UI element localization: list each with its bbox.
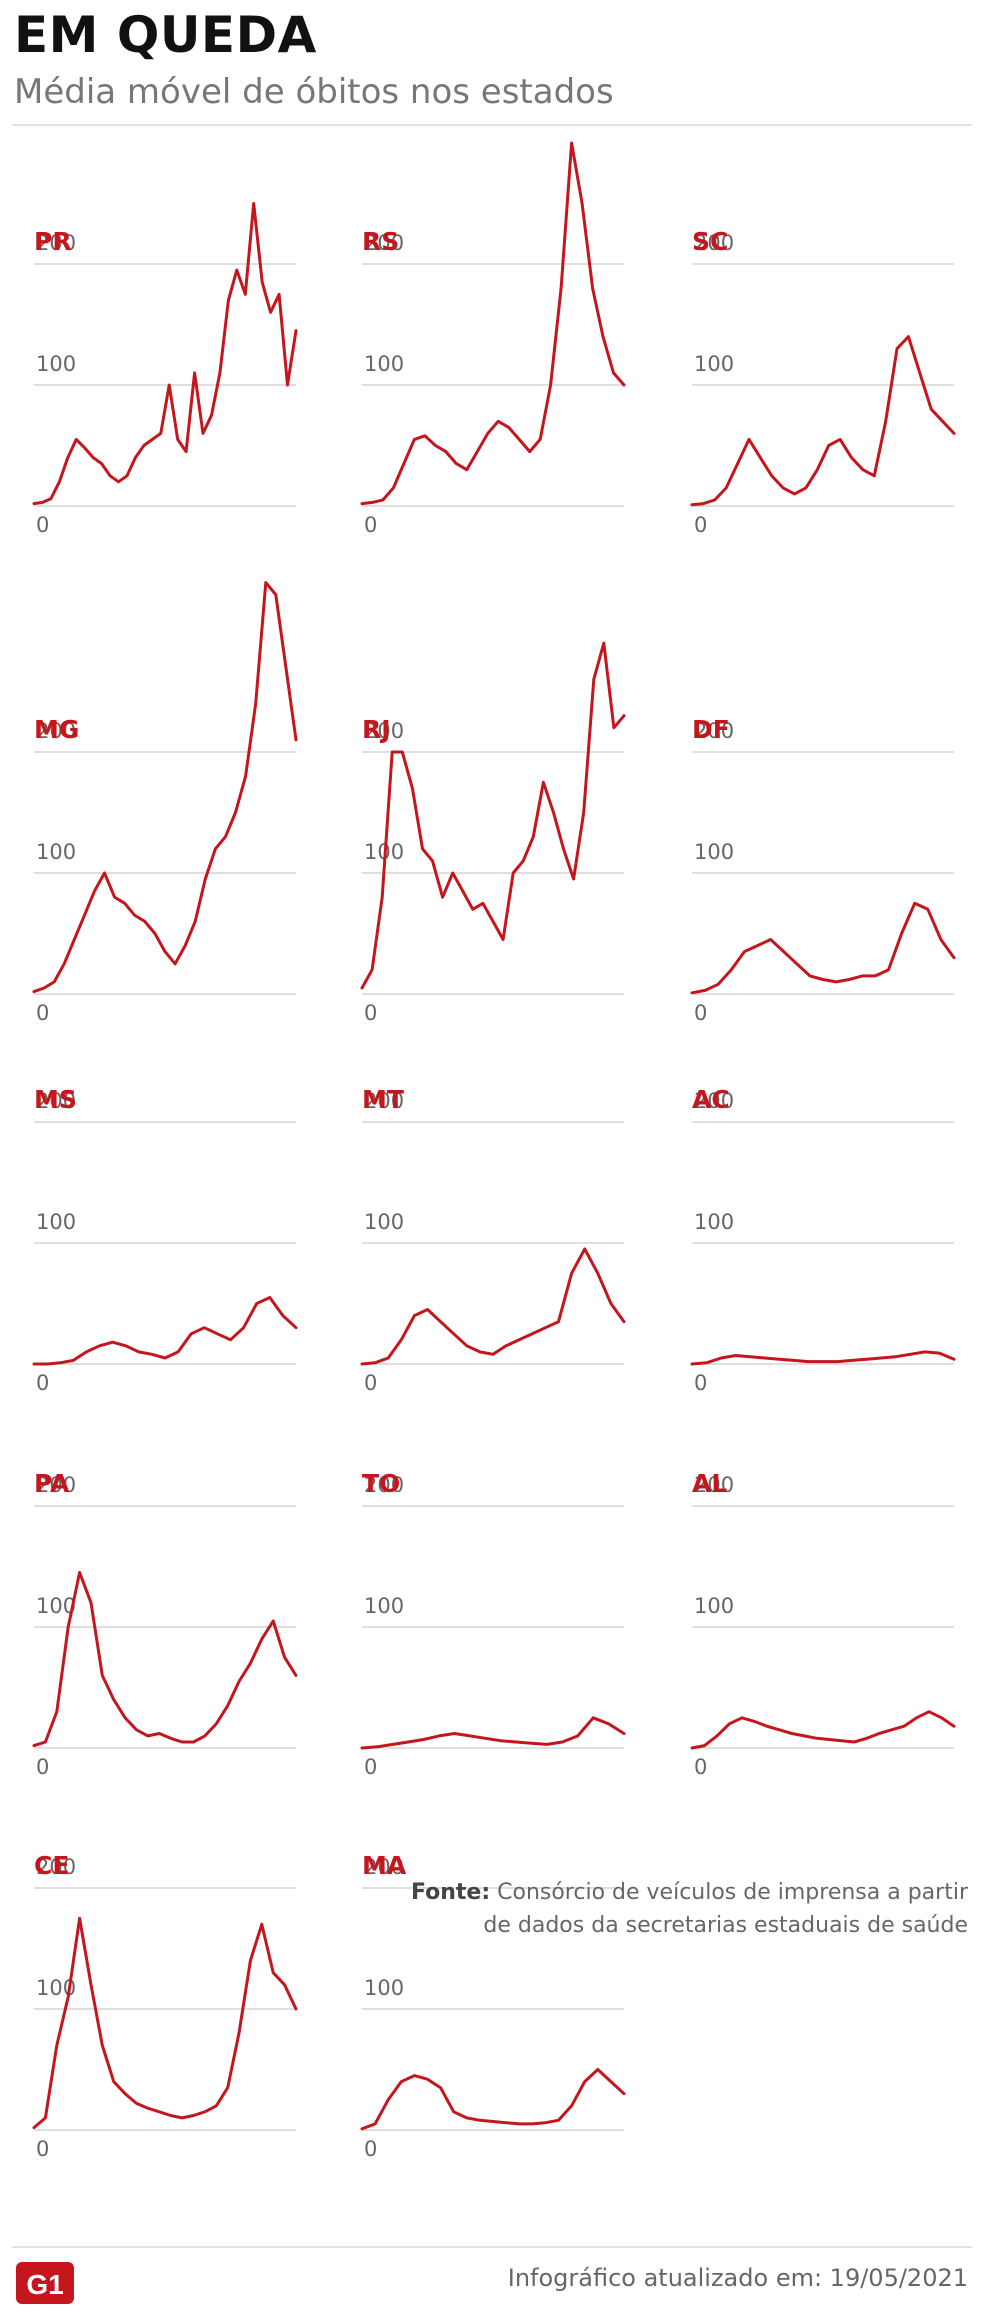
tick-label-mg-200: 200: [36, 719, 76, 743]
tick-label-sc-200: 200: [694, 231, 734, 255]
header-divider: [12, 124, 972, 126]
tick-label-rj-200: 200: [364, 719, 404, 743]
series-line-ac: [690, 1350, 956, 1366]
tick-label-ma-0: 0: [364, 2137, 377, 2161]
tick-label-ac-0: 0: [694, 1371, 707, 1395]
state-label-pa: PA: [34, 1469, 70, 1498]
state-label-mg: MG: [34, 715, 79, 744]
source-label: Fonte:: [410, 1880, 491, 1905]
tick-label-mt-0: 0: [364, 1371, 377, 1395]
g1-logo: G1: [16, 2262, 74, 2304]
series-line-pr: [32, 202, 298, 506]
tick-label-ce-0: 0: [36, 2137, 49, 2161]
footer-divider: [12, 2246, 972, 2248]
state-label-rj: RJ: [362, 715, 391, 744]
page-subtitle: Média móvel de óbitos nos estados: [14, 72, 614, 112]
series-line-mt: [360, 1247, 626, 1366]
series-line-pa: [32, 1571, 298, 1748]
tick-label-ce-200: 200: [36, 1855, 76, 1879]
tick-label-rs-0: 0: [364, 513, 377, 537]
tick-label-df-0: 0: [694, 1001, 707, 1025]
tick-label-ac-100: 100: [694, 1210, 734, 1234]
tick-label-mt-100: 100: [364, 1210, 404, 1234]
state-label-ac: AC: [692, 1085, 730, 1114]
tick-label-mt-200: 200: [364, 1089, 404, 1113]
series-line-ms: [32, 1296, 298, 1366]
tick-label-sc-0: 0: [694, 513, 707, 537]
series-line-df: [690, 901, 956, 995]
series-line-al: [690, 1710, 956, 1750]
state-label-to: TO: [362, 1469, 400, 1498]
tick-label-pa-0: 0: [36, 1755, 49, 1779]
tick-label-rs-100: 100: [364, 352, 404, 376]
state-label-df: DF: [692, 715, 730, 744]
tick-label-ms-100: 100: [36, 1210, 76, 1234]
source-line-2: de dados da secretarias estaduais de saú…: [483, 1913, 968, 1938]
source-line-1: Consórcio de veículos de imprensa a part…: [497, 1880, 968, 1905]
state-label-rs: RS: [362, 227, 399, 256]
g1-logo-text: G1: [26, 2269, 63, 2300]
state-label-ms: MS: [34, 1085, 77, 1114]
tick-label-al-200: 200: [694, 1473, 734, 1497]
series-line-sc: [690, 335, 956, 507]
tick-label-al-100: 100: [694, 1594, 734, 1618]
page-title: EM QUEDA: [14, 6, 317, 64]
state-label-al: AL: [692, 1469, 727, 1498]
tick-label-pr-0: 0: [36, 513, 49, 537]
tick-label-pr-100: 100: [36, 352, 76, 376]
tick-label-ms-200: 200: [36, 1089, 76, 1113]
tick-label-ms-0: 0: [36, 1371, 49, 1395]
series-line-to: [360, 1716, 626, 1750]
tick-label-al-0: 0: [694, 1755, 707, 1779]
series-line-rj: [360, 641, 626, 990]
updated-timestamp: Infográfico atualizado em: 19/05/2021: [507, 2264, 968, 2292]
series-line-mg: [32, 581, 298, 994]
tick-label-ma-100: 100: [364, 1976, 404, 2000]
state-label-ma: MA: [362, 1851, 407, 1880]
g1-logo-background: [16, 2262, 74, 2304]
state-label-mt: MT: [362, 1085, 404, 1114]
tick-label-rs-200: 200: [364, 231, 404, 255]
tick-label-ma-200: 200: [364, 1855, 404, 1879]
series-line-ce: [32, 1916, 298, 2130]
state-label-pr: PR: [34, 227, 72, 256]
state-label-sc: SC: [692, 227, 728, 256]
tick-label-mg-0: 0: [36, 1001, 49, 1025]
tick-label-mg-100: 100: [36, 840, 76, 864]
tick-label-ac-200: 200: [694, 1089, 734, 1113]
tick-label-to-0: 0: [364, 1755, 377, 1779]
source-note: Fonte: Consórcio de veículos de imprensa…: [328, 1876, 968, 1942]
tick-label-rj-0: 0: [364, 1001, 377, 1025]
tick-label-to-200: 200: [364, 1473, 404, 1497]
tick-label-pr-200: 200: [36, 231, 76, 255]
tick-label-df-200: 200: [694, 719, 734, 743]
tick-label-pa-200: 200: [36, 1473, 76, 1497]
tick-label-to-100: 100: [364, 1594, 404, 1618]
series-line-rs: [360, 141, 626, 506]
tick-label-sc-100: 100: [694, 352, 734, 376]
tick-label-df-100: 100: [694, 840, 734, 864]
state-label-ce: CE: [34, 1851, 69, 1880]
series-line-ma: [360, 2068, 626, 2131]
